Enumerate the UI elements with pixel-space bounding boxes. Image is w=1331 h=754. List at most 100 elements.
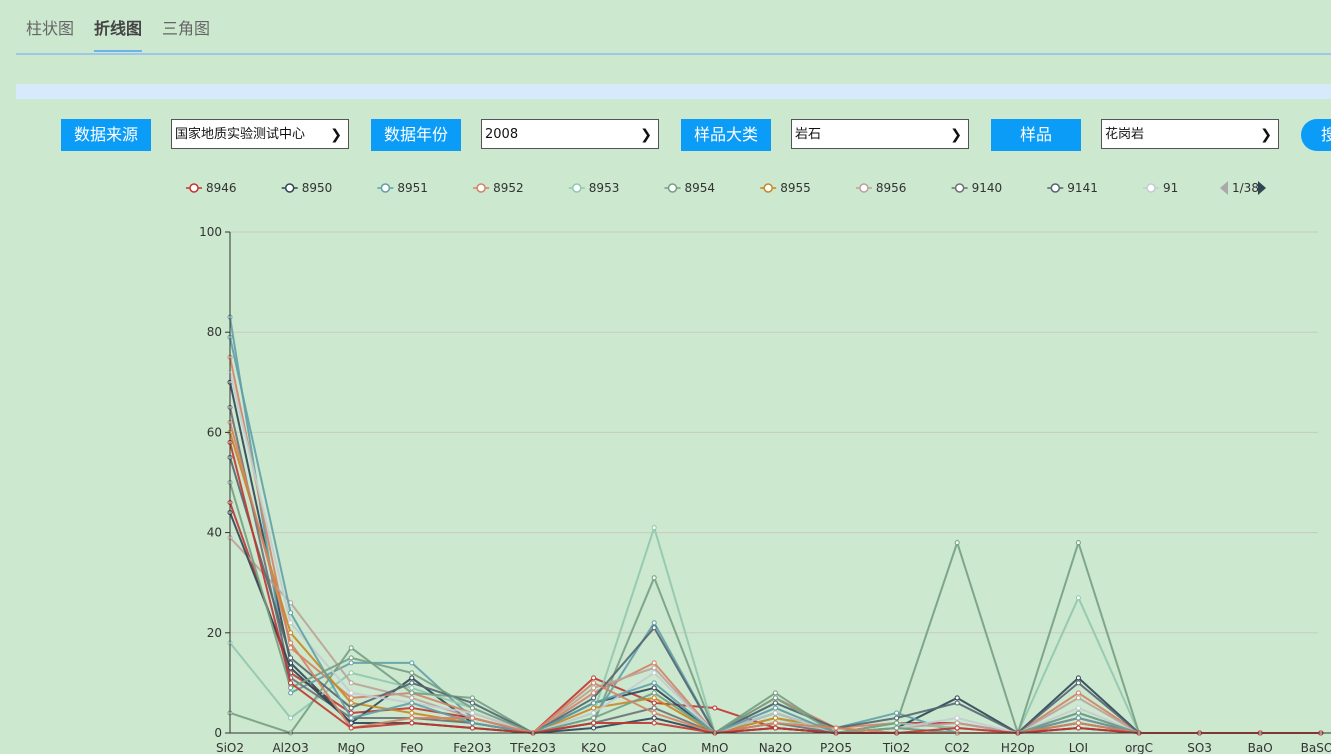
data-point[interactable] [1075, 715, 1081, 721]
data-point[interactable] [409, 700, 415, 706]
data-point[interactable] [651, 625, 657, 631]
series-line[interactable] [229, 317, 1321, 735]
data-point[interactable] [348, 670, 354, 676]
data-point[interactable] [288, 680, 294, 686]
data-point[interactable] [954, 700, 960, 706]
data-point[interactable] [772, 690, 778, 696]
data-point[interactable] [348, 705, 354, 711]
data-point[interactable] [409, 690, 415, 696]
data-point[interactable] [651, 690, 657, 696]
data-point[interactable] [772, 705, 778, 711]
data-point[interactable] [651, 715, 657, 721]
data-point[interactable] [591, 720, 597, 726]
data-point[interactable] [409, 695, 415, 701]
sample-select[interactable]: 花岗岩 ❯ [1101, 119, 1279, 149]
source-select[interactable]: 国家地质实验测试中心 ❯ [171, 119, 349, 149]
data-point[interactable] [954, 715, 960, 721]
data-point[interactable] [288, 715, 294, 721]
data-point[interactable] [348, 655, 354, 661]
data-point[interactable] [1075, 540, 1081, 546]
data-point[interactable] [409, 685, 415, 691]
legend-item[interactable]: 8955 [760, 181, 811, 195]
data-point[interactable] [772, 710, 778, 716]
data-point[interactable] [409, 715, 415, 721]
data-point[interactable] [409, 710, 415, 716]
data-point[interactable] [1075, 705, 1081, 711]
data-point[interactable] [591, 675, 597, 681]
data-point[interactable] [469, 705, 475, 711]
data-point[interactable] [772, 725, 778, 731]
tab-line-chart[interactable]: 折线图 [94, 16, 143, 52]
tab-triangle-chart[interactable]: 三角图 [162, 19, 211, 38]
data-point[interactable] [591, 715, 597, 721]
legend-item[interactable]: 9141 [1047, 181, 1098, 195]
legend-item[interactable]: 8951 [377, 181, 428, 195]
data-point[interactable] [1075, 595, 1081, 601]
data-point[interactable] [1075, 710, 1081, 716]
data-point[interactable] [651, 665, 657, 671]
data-point[interactable] [348, 715, 354, 721]
data-point[interactable] [409, 660, 415, 666]
data-point[interactable] [469, 695, 475, 701]
data-point[interactable] [288, 685, 294, 691]
data-point[interactable] [591, 695, 597, 701]
data-point[interactable] [712, 705, 718, 711]
data-point[interactable] [469, 715, 475, 721]
data-point[interactable] [348, 700, 354, 706]
data-point[interactable] [409, 680, 415, 686]
data-point[interactable] [469, 725, 475, 731]
data-point[interactable] [288, 610, 294, 616]
data-point[interactable] [651, 695, 657, 701]
data-point[interactable] [409, 675, 415, 681]
data-point[interactable] [894, 710, 900, 716]
data-point[interactable] [348, 695, 354, 701]
legend-item[interactable]: 8954 [664, 181, 716, 195]
data-point[interactable] [954, 695, 960, 701]
data-point[interactable] [591, 690, 597, 696]
legend-item[interactable]: 8946 [186, 181, 237, 195]
data-point[interactable] [348, 690, 354, 696]
data-point[interactable] [651, 700, 657, 706]
data-point[interactable] [894, 720, 900, 726]
data-point[interactable] [1075, 720, 1081, 726]
data-point[interactable] [954, 725, 960, 731]
legend-item[interactable]: 8953 [568, 181, 620, 195]
legend-prev-icon[interactable] [1220, 181, 1228, 195]
data-point[interactable] [772, 715, 778, 721]
data-point[interactable] [288, 690, 294, 696]
data-point[interactable] [591, 710, 597, 716]
data-point[interactable] [348, 645, 354, 651]
data-point[interactable] [894, 725, 900, 731]
data-point[interactable] [409, 670, 415, 676]
data-point[interactable] [348, 680, 354, 686]
data-point[interactable] [288, 620, 294, 626]
data-point[interactable] [288, 655, 294, 661]
data-point[interactable] [1075, 680, 1081, 686]
data-point[interactable] [348, 720, 354, 726]
data-point[interactable] [954, 540, 960, 546]
series-line[interactable] [229, 422, 1321, 735]
data-point[interactable] [1075, 675, 1081, 681]
legend-next-icon[interactable] [1258, 181, 1266, 195]
data-point[interactable] [772, 700, 778, 706]
data-point[interactable] [894, 715, 900, 721]
data-point[interactable] [1075, 695, 1081, 701]
data-point[interactable] [1075, 690, 1081, 696]
year-select[interactable]: 2008 ❯ [481, 119, 659, 149]
data-point[interactable] [651, 685, 657, 691]
data-point[interactable] [591, 705, 597, 711]
data-point[interactable] [348, 660, 354, 666]
legend-item[interactable]: 8952 [473, 181, 524, 195]
data-point[interactable] [833, 725, 839, 731]
data-point[interactable] [469, 700, 475, 706]
data-point[interactable] [591, 685, 597, 691]
legend-item[interactable]: 91 [1143, 181, 1178, 195]
data-point[interactable] [409, 720, 415, 726]
data-point[interactable] [591, 680, 597, 686]
series-line[interactable] [229, 432, 1321, 735]
data-point[interactable] [348, 725, 354, 731]
category-select[interactable]: 岩石 ❯ [791, 119, 969, 149]
data-point[interactable] [651, 660, 657, 666]
data-point[interactable] [772, 720, 778, 726]
data-point[interactable] [651, 575, 657, 581]
